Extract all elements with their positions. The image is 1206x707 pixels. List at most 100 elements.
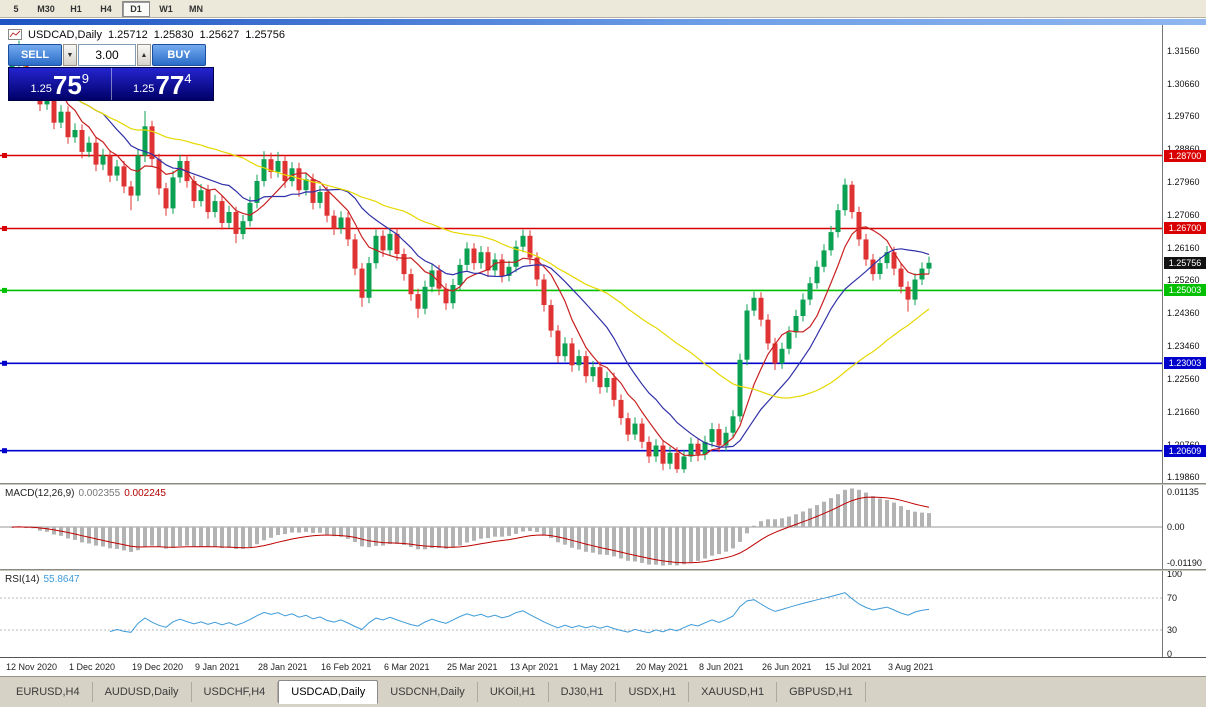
price-line-label: 1.28700 xyxy=(1164,149,1206,162)
buy-price[interactable]: 1.25 77 4 xyxy=(110,68,214,100)
price-tick: 1.24360 xyxy=(1167,308,1200,319)
rsi-panel[interactable] xyxy=(0,572,1162,656)
timeframe-button-m30[interactable]: M30 xyxy=(37,3,55,14)
timeframe-button-h4[interactable]: H4 xyxy=(100,3,112,14)
timeframe-button-5[interactable]: 5 xyxy=(13,3,19,14)
hlines-layer xyxy=(0,153,1162,454)
date-label: 3 Aug 2021 xyxy=(888,662,934,672)
chart-tab-dj30-h1[interactable]: DJ30,H1 xyxy=(549,682,617,702)
sell-button[interactable]: SELL xyxy=(8,44,62,66)
sell-price-prefix: 1.25 xyxy=(30,83,52,95)
macd-panel[interactable] xyxy=(0,486,1162,568)
ohlc-close: 1.25756 xyxy=(245,28,286,41)
volume-decrease-button[interactable]: ▼ xyxy=(63,44,77,66)
trade-controls-row: SELL ▼ ▲ BUY xyxy=(8,44,214,66)
bid-ask-display: 1.25 75 9 1.25 77 4 xyxy=(8,67,214,101)
symbol-period-label: USDCAD,Daily xyxy=(28,28,102,41)
buy-button[interactable]: BUY xyxy=(152,44,206,66)
timeframe-toolbar: 5 M30 H1 H4 D1 W1 MN xyxy=(0,0,1206,18)
macd-histogram xyxy=(10,488,931,566)
chart-tab-usdcnh-daily[interactable]: USDCNH,Daily xyxy=(378,682,478,702)
macd-signal-value: 0.002245 xyxy=(124,488,166,499)
macd-indicator-label: MACD(12,26,9) 0.002355 0.002245 xyxy=(5,488,166,499)
price-tick: 1.31560 xyxy=(1167,45,1200,56)
ohlc-low: 1.25627 xyxy=(199,28,240,41)
macd-axis-tick: -0.01190 xyxy=(1167,557,1202,568)
date-label: 9 Jan 2021 xyxy=(195,662,240,672)
price-tick: 1.21660 xyxy=(1167,406,1200,417)
rsi-axis-tick: 70 xyxy=(1167,592,1178,603)
buy-price-point: 4 xyxy=(184,71,192,86)
ohlc-high: 1.25830 xyxy=(153,28,194,41)
rsi-name: RSI(14) xyxy=(5,574,40,585)
date-label: 16 Feb 2021 xyxy=(321,662,372,672)
chart-icon xyxy=(8,29,22,40)
chart-tab-gbpusd-h1[interactable]: GBPUSD,H1 xyxy=(777,682,866,702)
price-tick: 1.27060 xyxy=(1167,209,1200,220)
price-tick: 1.19860 xyxy=(1167,472,1200,483)
time-axis[interactable]: 12 Nov 2020 1 Dec 2020 19 Dec 2020 9 Jan 20… xyxy=(0,657,1206,677)
chart-tab-usdcad-daily[interactable]: USDCAD,Daily xyxy=(278,680,379,704)
volume-increase-button[interactable]: ▲ xyxy=(137,44,151,66)
buy-price-pips: 77 xyxy=(155,70,185,100)
rsi-axis-tick: 100 xyxy=(1167,568,1183,579)
date-label: 1 Dec 2020 xyxy=(69,662,116,672)
price-tick: 1.22560 xyxy=(1167,373,1200,384)
date-label: 28 Jan 2021 xyxy=(258,662,308,672)
rsi-value: 55.8647 xyxy=(43,574,80,585)
price-tick: 1.23460 xyxy=(1167,341,1200,352)
rsi-indicator-label: RSI(14) 55.8647 xyxy=(5,574,80,585)
date-label: 25 Mar 2021 xyxy=(447,662,498,672)
chart-tab-audusd-daily[interactable]: AUDUSD,Daily xyxy=(93,682,192,702)
sell-price[interactable]: 1.25 75 9 xyxy=(9,68,111,100)
current-price-label: 1.25756 xyxy=(1164,256,1206,269)
sell-price-point: 9 xyxy=(81,71,90,86)
price-tick: 1.27960 xyxy=(1167,176,1200,187)
price-line-label: 1.25003 xyxy=(1164,284,1206,297)
date-label: 26 Jun 2021 xyxy=(762,662,812,672)
price-line-label: 1.20609 xyxy=(1164,444,1206,457)
chart-area-background xyxy=(0,25,1206,676)
price-tick: 1.20760 xyxy=(1167,440,1200,451)
volume-input[interactable] xyxy=(78,44,136,66)
chart-tab-eurusd-h4[interactable]: EURUSD,H4 xyxy=(4,682,93,702)
moving-averages-layer xyxy=(11,57,930,457)
ohlc-open: 1.25712 xyxy=(107,28,148,41)
candles-layer xyxy=(9,40,932,473)
macd-name: MACD(12,26,9) xyxy=(5,488,75,499)
macd-axis-tick: 0.00 xyxy=(1167,521,1185,532)
timeframe-button-h1[interactable]: H1 xyxy=(70,3,82,14)
price-tick: 1.28860 xyxy=(1167,144,1200,155)
price-tick: 1.26160 xyxy=(1167,242,1200,253)
chart-window-title-bar[interactable] xyxy=(0,19,1206,25)
chart-tab-bar: EURUSD,H4 AUDUSD,Daily USDCHF,H4 USDCAD,Dai… xyxy=(0,676,1206,707)
chart-tab-xauusd-h1[interactable]: XAUUSD,H1 xyxy=(689,682,778,702)
sell-price-pips: 75 xyxy=(52,70,82,100)
timeframe-button-w1[interactable]: W1 xyxy=(159,3,173,14)
one-click-trading-panel: SELL ▼ ▲ BUY 1.25 75 9 1.25 77 4 xyxy=(8,44,214,101)
date-label: 19 Dec 2020 xyxy=(132,662,184,672)
rsi-axis-tick: 0 xyxy=(1167,648,1173,659)
price-tick: 1.30660 xyxy=(1167,78,1200,89)
macd-signal-line xyxy=(11,496,930,564)
price-axis[interactable]: 1.31560 1.30660 1.29760 1.28860 1.27960 1.270… xyxy=(1162,25,1206,676)
chart-tab-usdx-h1[interactable]: USDX,H1 xyxy=(616,682,690,702)
date-label: 1 May 2021 xyxy=(573,662,621,672)
panel-separator-rsi[interactable] xyxy=(0,569,1206,571)
date-label: 6 Mar 2021 xyxy=(384,662,430,672)
chart-tab-usdchf-h4[interactable]: USDCHF,H4 xyxy=(192,682,279,702)
buy-price-prefix: 1.25 xyxy=(132,83,155,95)
macd-main-value: 0.002355 xyxy=(78,488,121,499)
panel-separator-macd[interactable] xyxy=(0,483,1206,485)
chart-tab-ukoil-h1[interactable]: UKOil,H1 xyxy=(478,682,549,702)
macd-axis-tick: 0.01135 xyxy=(1167,487,1199,498)
date-label: 8 Jun 2021 xyxy=(699,662,744,672)
price-line-label: 1.26700 xyxy=(1164,222,1206,235)
price-line-label: 1.23003 xyxy=(1164,357,1206,370)
timeframe-button-d1[interactable]: D1 xyxy=(122,0,150,17)
date-label: 13 Apr 2021 xyxy=(510,662,559,672)
price-tick: 1.29760 xyxy=(1167,111,1200,122)
chart-ohlc-header: USDCAD,Daily 1.25712 1.25830 1.25627 1.2… xyxy=(8,28,285,41)
timeframe-button-mn[interactable]: MN xyxy=(189,3,203,14)
rsi-line xyxy=(109,592,930,634)
